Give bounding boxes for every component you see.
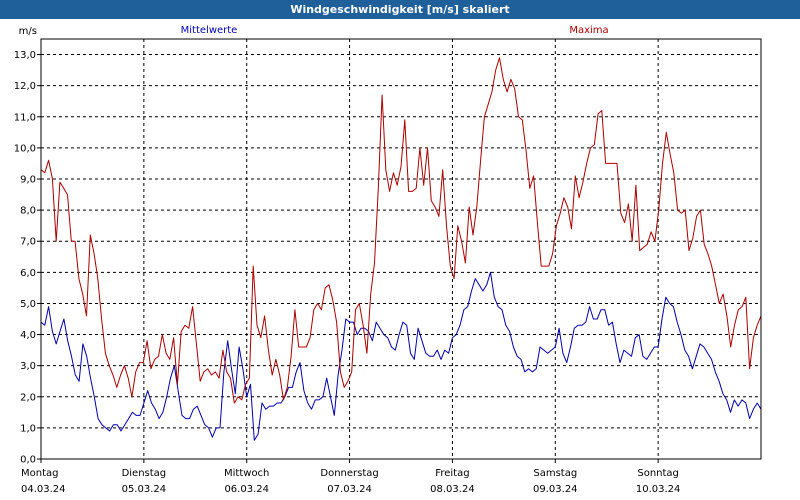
series-lines [40,57,762,441]
y-tick-label: 7,0 [20,237,36,248]
y-tick-label: 4,0 [20,330,36,341]
series-line-mittelwerte [40,271,762,441]
x-tick-day: Mittwoch [224,468,269,479]
wind-speed-chart: 0,0 1,0 2,0 3,0 4,0 5,0 6,0 7,0 8,0 9,0 10,0 11,0 12… [0,19,800,500]
legend-maxima: Maxima [569,25,608,36]
x-tick-date: 06.03.24 [224,484,269,495]
x-tick-date: 07.03.24 [327,484,372,495]
y-tick-label: 10,0 [14,143,36,154]
y-tick-label: 0,0 [20,455,36,466]
y-tick-label: 3,0 [20,361,36,372]
plot-frame [40,38,762,460]
y-unit-label: m/s [19,26,37,37]
y-tick-label: 6,0 [20,268,36,279]
chart-title: Windgeschwindigkeit [m/s] skaliert [0,0,800,19]
x-tick-date: 08.03.24 [430,484,475,495]
y-tick-label: 2,0 [20,392,36,403]
y-tick-label: 9,0 [20,175,36,186]
series-line-maxima [40,57,762,404]
x-tick-date: 05.03.24 [122,484,167,495]
y-tick-label: 5,0 [20,299,36,310]
y-tick-label: 1,0 [20,423,36,434]
x-tick-day: Sonntag [637,468,679,479]
x-tick-day: Montag [21,468,58,479]
x-tick-day: Freitag [435,468,469,479]
x-tick-day: Donnerstag [320,468,378,479]
x-tick-date: 09.03.24 [533,484,578,495]
chart-background [0,19,800,500]
x-tick-date: 10.03.24 [636,484,681,495]
x-tick-day: Samstag [533,468,577,479]
y-tick-label: 8,0 [20,206,36,217]
y-tick-label: 12,0 [14,81,36,92]
x-tick-day: Dienstag [122,468,167,479]
y-tick-label: 11,0 [14,112,36,123]
chart-grid [41,39,761,459]
x-tick-date: 04.03.24 [21,484,66,495]
y-axis: 0,0 1,0 2,0 3,0 4,0 5,0 6,0 7,0 8,0 9,0 10,0 11,0 12… [14,26,41,466]
legend: Mittelwerte Maxima [181,25,609,36]
legend-mittelwerte: Mittelwerte [181,25,238,36]
x-axis: Montag 04.03.24 Dienstag 05.03.24 Mittwoch 06… [21,459,680,495]
y-tick-label: 13,0 [14,50,36,61]
